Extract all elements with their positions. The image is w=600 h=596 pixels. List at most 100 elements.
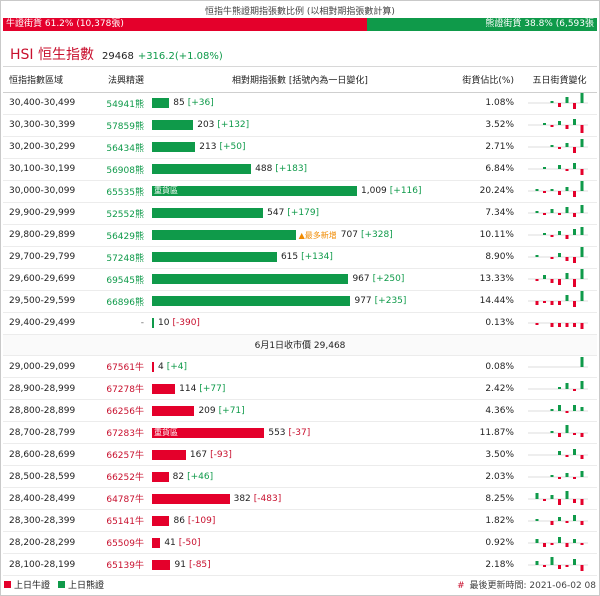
- legend: 上日牛證 上日熊證: [4, 578, 104, 591]
- table-header-row: 恒指指數區域 法興精選 相對期指張數 [括號內為一日變化] 街貨佔比(%) 五日…: [3, 68, 597, 93]
- share-pct-cell: 8.90%: [450, 246, 522, 269]
- sparkline-bar: [558, 516, 561, 521]
- warrant-code-link[interactable]: 66257牛: [88, 443, 150, 467]
- five-day-sparkline: [528, 205, 588, 217]
- contracts-count: 82: [172, 471, 185, 482]
- contracts-change: [-483]: [253, 493, 282, 504]
- index-name[interactable]: HSI 恒生指數: [10, 47, 94, 63]
- share-pct-cell: 3.52%: [450, 114, 522, 137]
- warrant-code-link[interactable]: 66252牛: [88, 465, 150, 489]
- sparkline-bar: [535, 560, 539, 565]
- sparkline-bar: [573, 257, 576, 263]
- warrant-code-link[interactable]: 57248熊: [88, 246, 150, 269]
- warrant-code-link[interactable]: 56908熊: [88, 158, 150, 181]
- contracts-change: [-50]: [178, 537, 201, 548]
- share-pct-cell: 2.42%: [450, 377, 522, 401]
- warrant-code-link[interactable]: 65141牛: [88, 509, 150, 533]
- sparkline-bar: [565, 410, 569, 413]
- sparkline-bar: [573, 448, 576, 455]
- contracts-count: 382: [233, 493, 251, 504]
- sparkline-bar: [535, 211, 539, 213]
- warrant-code-link[interactable]: 69545熊: [88, 268, 150, 291]
- contracts-cell: 91 [-85]: [150, 553, 450, 577]
- sparkline-bar: [573, 191, 576, 197]
- sparkline-bar: [580, 380, 584, 389]
- sparkline-bar: [565, 97, 569, 103]
- sparkline-bar: [565, 382, 569, 389]
- contracts-change: [+132]: [217, 120, 250, 130]
- table-row: 30,100-30,199 56908熊 488 [+183] 6.84%: [3, 158, 597, 181]
- contracts-cell: 82 [+46]: [150, 465, 450, 489]
- range-cell: 30,000-30,099: [3, 180, 88, 203]
- sparkline-bar: [543, 564, 546, 567]
- update-hash: #: [457, 581, 465, 591]
- range-cell: 29,700-29,799: [3, 246, 88, 269]
- sparkline-bar: [535, 518, 539, 521]
- sparkline-bar: [558, 450, 561, 455]
- sparkline-bar: [573, 213, 576, 217]
- contracts-change: [+328]: [360, 230, 393, 240]
- contracts-bar: [152, 493, 230, 504]
- warrant-code-link[interactable]: 56429熊: [88, 224, 150, 247]
- share-pct-cell: 11.87%: [450, 421, 522, 445]
- warrant-code-link[interactable]: 67278牛: [88, 377, 150, 401]
- warrant-code-link[interactable]: 65535熊: [88, 180, 150, 203]
- five-day-change-cell: [522, 268, 597, 291]
- contracts-change: [+36]: [187, 98, 214, 108]
- table-row: 29,700-29,799 57248熊 615 [+134] 8.90%: [3, 246, 597, 269]
- sparkline-bar: [558, 476, 561, 479]
- warrant-code-link[interactable]: 52552熊: [88, 202, 150, 225]
- contracts-cell: 967 [+250]: [150, 268, 450, 291]
- contracts-cell: 85 [+36]: [150, 92, 450, 115]
- warrant-code-link[interactable]: 54941熊: [88, 92, 150, 115]
- sparkline-bar: [558, 536, 561, 543]
- five-day-change-cell: [522, 509, 597, 533]
- col-header-code: 法興精選: [88, 68, 150, 93]
- sparkline-bar: [565, 542, 569, 547]
- sparkline-bar: [565, 169, 569, 171]
- sparkline-bar: [573, 163, 576, 169]
- sparkline-bar: [573, 301, 576, 307]
- five-day-sparkline: [528, 227, 588, 239]
- share-pct-cell: 0.92%: [450, 531, 522, 555]
- sparkline-bar: [580, 498, 584, 505]
- sparkline-bar: [573, 498, 576, 503]
- five-day-sparkline: [528, 380, 588, 391]
- sparkline-bar: [550, 323, 554, 327]
- sparkline-bar: [543, 275, 546, 279]
- sparkline-bar: [558, 323, 561, 327]
- share-pct-cell: 2.03%: [450, 465, 522, 489]
- sparkline-bar: [550, 520, 554, 525]
- table-row: 28,100-28,199 65139牛 91 [-85] 2.18%: [3, 553, 597, 577]
- warrant-code-link[interactable]: 67283牛: [88, 421, 150, 445]
- five-day-sparkline: [528, 291, 588, 307]
- contracts-count: 85: [173, 98, 185, 108]
- sparkline-bar: [580, 125, 584, 133]
- contracts-bar: 重貨區: [152, 427, 265, 438]
- sparkline-bar: [535, 492, 539, 499]
- sparkline-bar: [580, 169, 584, 175]
- table-row: 29,500-29,599 66896熊 977 [+235] 14.44%: [3, 290, 597, 313]
- most-added-label: ▲最多新增: [298, 230, 337, 240]
- warrant-code-link[interactable]: 64787牛: [88, 487, 150, 511]
- sparkline-bar: [543, 542, 546, 547]
- warrant-code-link[interactable]: 65509牛: [88, 531, 150, 555]
- warrant-code-link[interactable]: 56434熊: [88, 136, 150, 159]
- warrant-code-link[interactable]: 57859熊: [88, 114, 150, 137]
- contracts-count: 114: [179, 383, 197, 394]
- sparkline-bar: [550, 408, 554, 411]
- table-row: 29,400-29,499-10 [-390] 0.13%: [3, 312, 597, 335]
- warrant-code-link[interactable]: 66256牛: [88, 399, 150, 423]
- contracts-cell: 86 [-109]: [150, 509, 450, 533]
- warrant-code-link[interactable]: 66896熊: [88, 290, 150, 313]
- five-day-change-cell: [522, 158, 597, 181]
- warrant-code-link[interactable]: 65139牛: [88, 553, 150, 577]
- contracts-cell: 213 [+50]: [150, 136, 450, 159]
- sparkline-bar: [558, 564, 561, 569]
- sparkline-bar: [550, 125, 554, 127]
- five-day-change-cell: [522, 290, 597, 313]
- table-row: 29,800-29,899 56429熊 ▲最多新增 707 [+328] 10.11%: [3, 224, 597, 247]
- warrant-code-link[interactable]: 67561牛: [88, 355, 150, 379]
- legend-bear-label: 上日熊證: [68, 581, 105, 591]
- sparkline-bar: [550, 235, 554, 237]
